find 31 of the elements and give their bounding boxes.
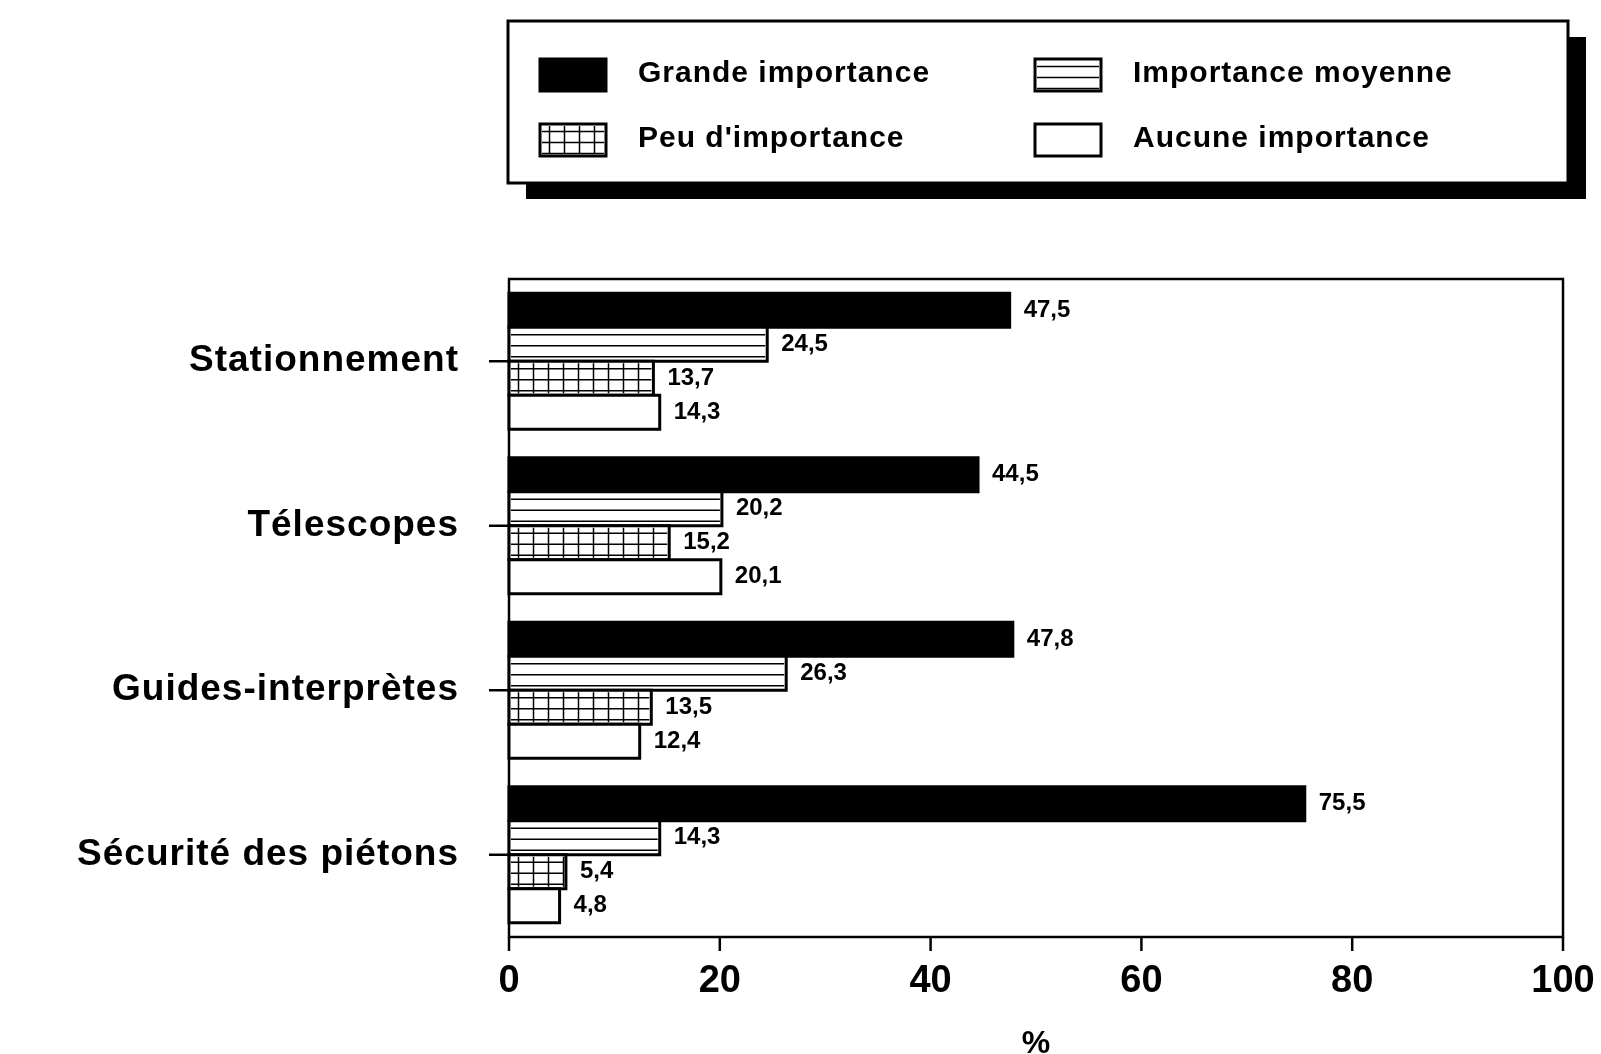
legend-label: Aucune importance bbox=[1133, 119, 1431, 153]
legend-label: Peu d'importance bbox=[638, 119, 905, 153]
data-label: 47,8 bbox=[1026, 623, 1074, 651]
data-label: 14,3 bbox=[673, 396, 721, 424]
data-label: 13,7 bbox=[667, 362, 715, 390]
x-tick-label: 20 bbox=[698, 958, 741, 1000]
data-label: 44,5 bbox=[992, 459, 1039, 487]
data-label: 15,2 bbox=[683, 527, 730, 555]
x-tick-label: 100 bbox=[1531, 958, 1595, 1000]
x-tick-label: 60 bbox=[1120, 958, 1163, 1000]
data-label: 47,5 bbox=[1023, 294, 1071, 322]
legend-label: Importance moyenne bbox=[1133, 54, 1453, 88]
data-label: 13,5 bbox=[665, 691, 713, 719]
legend-label: Grande importance bbox=[638, 54, 931, 88]
data-label: 5,4 bbox=[579, 856, 614, 884]
x-axis-title: % bbox=[1021, 1024, 1051, 1054]
data-label: 14,3 bbox=[673, 822, 721, 850]
data-label: 4,8 bbox=[573, 890, 607, 918]
y-tick-label: Stationnement bbox=[189, 338, 459, 380]
x-tick-label: 40 bbox=[909, 958, 952, 1000]
data-label: 24,5 bbox=[781, 328, 828, 356]
data-label: 20,1 bbox=[734, 561, 782, 589]
y-tick-label: Guides-interprètes bbox=[112, 667, 459, 709]
x-tick-label: 0 bbox=[498, 958, 520, 1000]
y-tick-label: Télescopes bbox=[247, 502, 459, 544]
data-label: 75,5 bbox=[1318, 788, 1366, 816]
y-tick-label: Sécurité des piétons bbox=[77, 831, 459, 873]
x-tick-label: 80 bbox=[1331, 958, 1374, 1000]
data-label: 26,3 bbox=[800, 657, 847, 685]
data-label: 12,4 bbox=[653, 725, 702, 753]
data-label: 20,2 bbox=[735, 493, 783, 521]
